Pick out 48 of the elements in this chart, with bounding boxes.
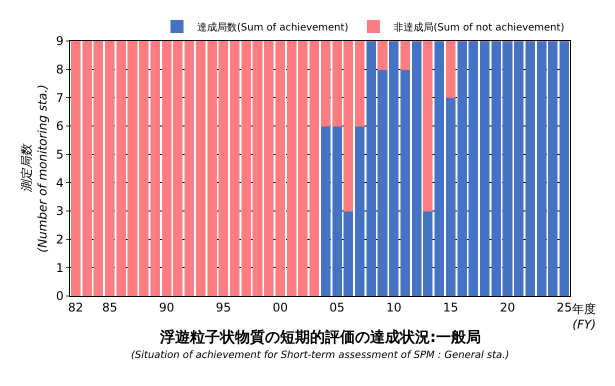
y-tick-label: 6 xyxy=(56,119,64,134)
bar xyxy=(184,41,194,296)
bar xyxy=(355,126,365,296)
bar xyxy=(230,41,240,296)
bar xyxy=(196,41,206,296)
legend-label: 達成局数(Sum of achievement) xyxy=(197,21,348,34)
y-tick-label: 5 xyxy=(56,148,64,162)
y-tick-label: 2 xyxy=(56,232,64,247)
bar xyxy=(400,68,410,296)
bar xyxy=(560,41,570,296)
x-tick-label: 00 xyxy=(272,300,288,314)
y-tick-label: 0 xyxy=(56,289,64,304)
bar xyxy=(105,41,115,296)
y-tick-label: 4 xyxy=(56,176,64,190)
bar xyxy=(320,126,330,296)
bar xyxy=(446,97,456,296)
bar xyxy=(434,41,444,296)
x-tick-label: 20 xyxy=(500,300,516,314)
bar xyxy=(525,41,535,296)
bar xyxy=(70,41,80,296)
bar xyxy=(355,41,365,126)
x-tick-label: 05 xyxy=(329,300,345,314)
x-tick-label: 15 xyxy=(443,300,458,314)
y-tick-label: 8 xyxy=(56,62,64,77)
y-tick-label: 3 xyxy=(56,204,64,218)
bar xyxy=(275,41,285,296)
bar xyxy=(320,41,330,126)
bar xyxy=(480,41,490,296)
bar xyxy=(423,41,433,212)
text: 浮遊粒子状物質の短期的評価の達成状況:一般局 xyxy=(159,328,481,346)
y-tick-label: 9 xyxy=(56,34,64,48)
x-axis-title: 年度 (FY) xyxy=(572,302,596,332)
y-axis-title: 測定局数 (Number of monitoring sta.) xyxy=(20,84,50,253)
x-tick-label: 95 xyxy=(216,300,232,314)
x-tick-label: 82 xyxy=(68,300,84,314)
legend-label: 非達成局(Sum of not achievement) xyxy=(393,21,564,34)
bar xyxy=(400,41,410,70)
text: (Situation of achievement for Short-term assessment of SPM : General sta.) xyxy=(131,350,510,361)
y-tick-label: 7 xyxy=(56,90,64,105)
bar xyxy=(150,41,160,296)
x-tick-label: 90 xyxy=(158,300,174,314)
bar xyxy=(310,41,320,296)
x-tick-label: 85 xyxy=(102,300,118,314)
bar xyxy=(446,41,456,98)
x-tick-label: 10 xyxy=(386,300,402,314)
x-tick-label: 25 xyxy=(556,300,572,314)
y-tick-label: 1 xyxy=(56,260,64,275)
bar xyxy=(378,41,388,70)
